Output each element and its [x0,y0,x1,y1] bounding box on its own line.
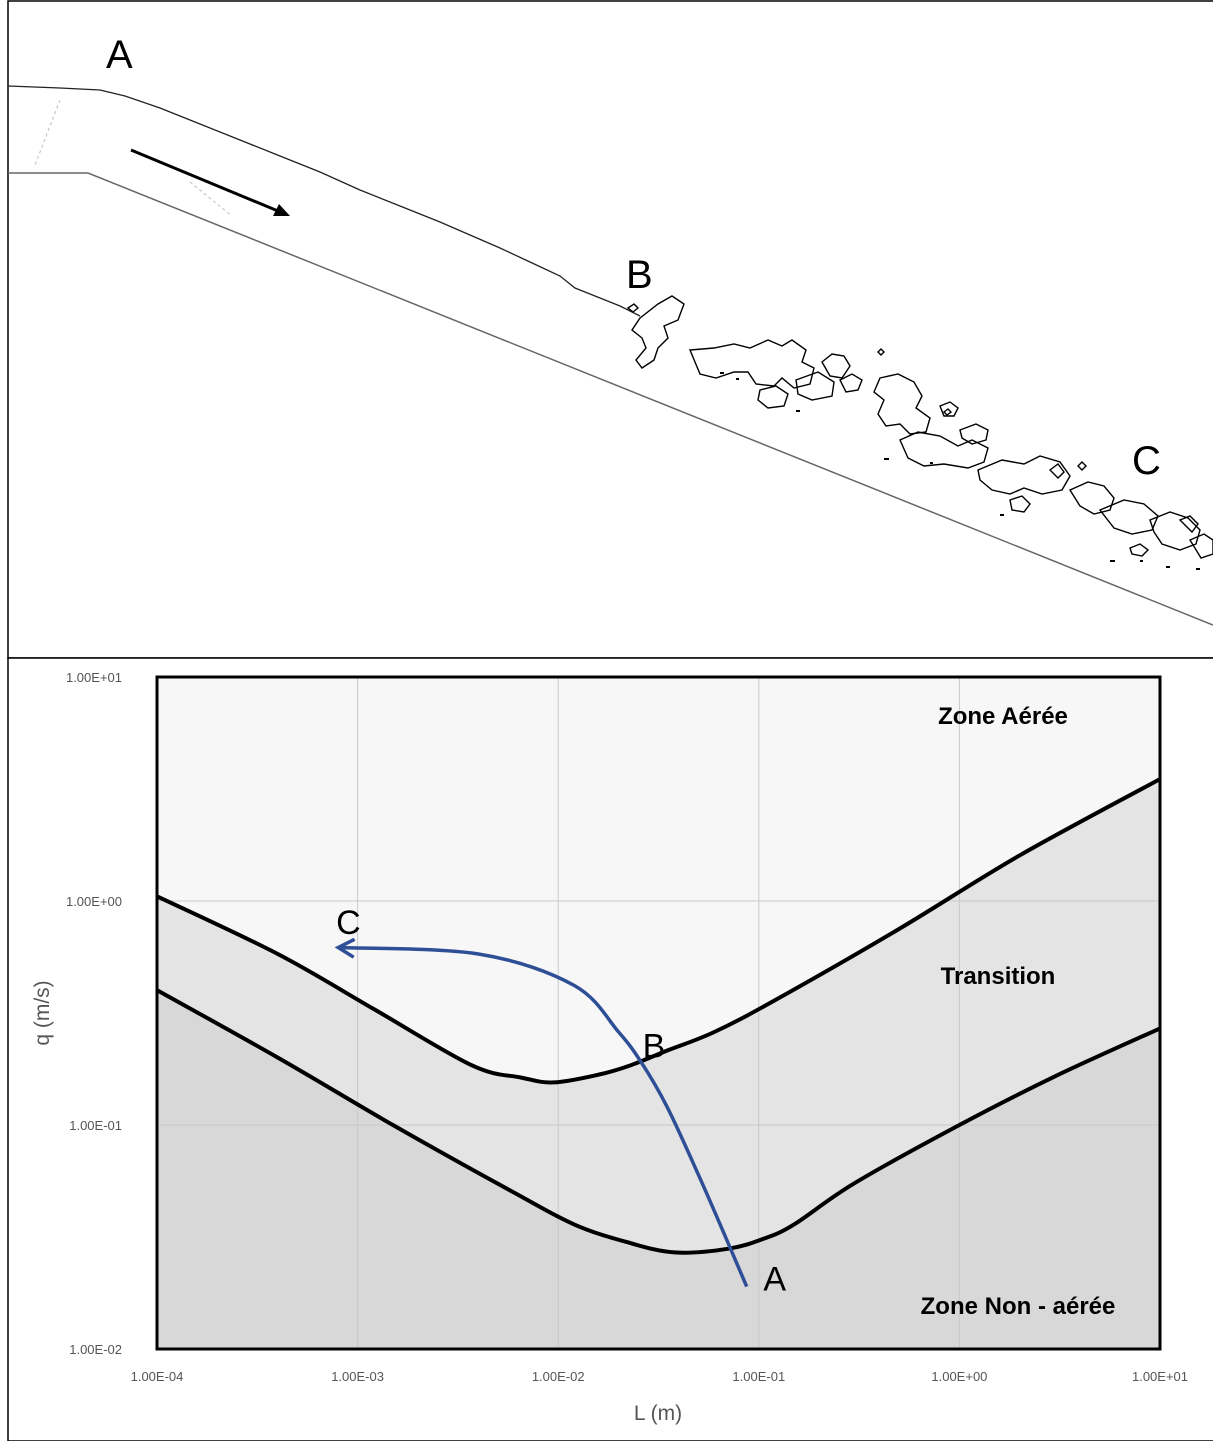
top-panel-frame [7,0,1213,659]
y-axis-title: q (m/s) [31,980,54,1045]
trajectory-label-b: B [643,1027,666,1065]
free-surface-profile [7,85,641,317]
aerated-blobs [626,295,1213,559]
gridlines [157,677,1160,1349]
x-tick-label: 1.00E-01 [732,1369,785,1384]
chute-bed [8,172,1213,626]
zone-aerated-label: Zone Aérée [938,703,1068,730]
flow-direction-arrow [130,148,290,216]
profile-label-b: B [626,253,653,297]
trajectory-label-c: C [336,904,361,942]
aerated-droplets [720,372,1200,570]
profile-label-c: C [1132,439,1161,483]
trajectory-arrowhead [334,937,356,959]
trajectory-layer: A B C [334,904,786,1299]
x-axis-title: L (m) [634,1402,682,1425]
x-tick-label: 1.00E+01 [1132,1369,1188,1384]
tick-labels: 1.00E-04 1.00E-03 1.00E-02 1.00E-01 1.00E+00… [66,670,1188,1384]
y-tick-label: 1.00E+01 [66,670,122,685]
y-tick-label: 1.00E-01 [69,1118,122,1133]
profile-label-a: A [106,33,133,77]
x-tick-label: 1.00E+00 [931,1369,987,1384]
x-tick-label: 1.00E-02 [532,1369,585,1384]
boundary-curves [156,777,1161,1255]
regime-chart: ABC 1.00E-04 1.00E-03 1.00E-02 1.00E-01 1.00… [7,657,1213,1441]
lower-boundary-curve [156,988,1161,1255]
y-tick-label: 1.00E-02 [69,1342,122,1357]
trajectory-curve [338,945,749,1288]
zone-transition-label: Transition [941,963,1056,990]
upper-boundary-curve [156,777,1161,1085]
zone-non-aerated-fill [157,990,1160,1349]
plot-frame [155,675,1162,1351]
trajectory-label-a: A [763,1261,786,1299]
flow-profile-panel: A B C [7,0,1213,659]
x-tick-label: 1.00E-04 [131,1369,184,1384]
zones-layer [157,677,1160,1349]
zone-non-aerated-label: Zone Non - aérée [921,1293,1116,1320]
x-tick-label: 1.00E-03 [331,1369,384,1384]
y-tick-label: 1.00E+00 [66,894,122,909]
